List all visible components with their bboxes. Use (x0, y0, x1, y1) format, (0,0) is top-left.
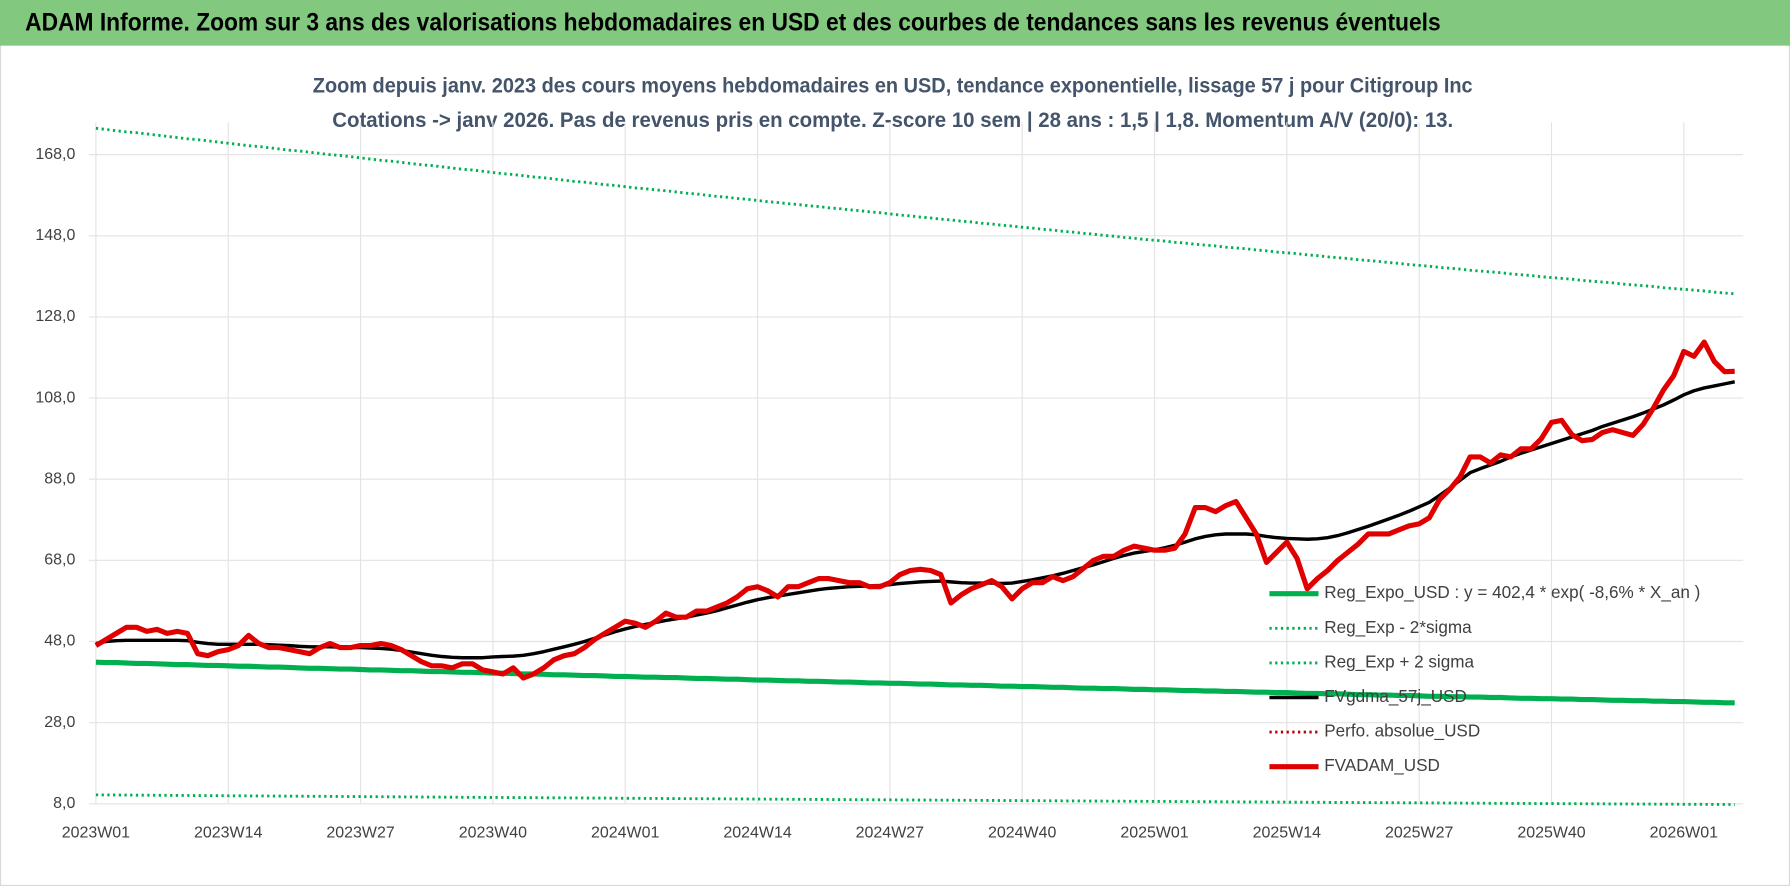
legend: Reg_Expo_USD : y = 402,4 * exp( -8,6% * … (1269, 583, 1700, 775)
y-tick-label: 68,0 (44, 552, 75, 569)
y-tick-label: 88,0 (44, 470, 75, 487)
x-tick-label: 2023W14 (194, 825, 262, 842)
x-tick-label: 2025W40 (1517, 825, 1585, 842)
chart-title: Zoom depuis janv. 2023 des cours moyens … (313, 73, 1473, 98)
legend-label: Reg_Expo_USD : y = 402,4 * exp( -8,6% * … (1324, 583, 1700, 602)
series-line (95, 126, 1735, 296)
legend-label: FVgdma_57j_USD (1324, 687, 1467, 706)
legend-label: Reg_Exp - 2*sigma (1324, 618, 1472, 637)
x-tick-label: 2023W01 (62, 825, 130, 842)
x-tick-label: 2023W40 (459, 825, 527, 842)
series-line (94, 339, 1735, 681)
grid: 8,0 28,0 48,0 68,0 88,0 108,0 128,0 148,0 168,0 2… (35, 122, 1744, 842)
y-tick-label: 128,0 (35, 308, 75, 325)
x-tick-label: 2025W27 (1385, 825, 1453, 842)
series-line (95, 659, 1735, 706)
banner-title: ADAM Informe. Zoom sur 3 ans des valoris… (25, 9, 1441, 37)
legend-label: Reg_Exp + 2 sigma (1324, 652, 1474, 671)
x-tick-label: 2025W14 (1253, 825, 1321, 842)
y-tick-label: 48,0 (44, 633, 75, 650)
x-tick-label: 2023W27 (326, 825, 394, 842)
y-tick-label: 148,0 (35, 227, 75, 244)
series-line (95, 793, 1735, 806)
banner (0, 0, 1790, 46)
y-tick-label: 8,0 (53, 795, 75, 812)
x-tick-label: 2024W14 (723, 825, 791, 842)
y-tick-label: 28,0 (44, 714, 75, 731)
x-tick-label: 2026W01 (1650, 825, 1718, 842)
y-tick-label: 168,0 (35, 146, 75, 163)
legend-label: Perfo. absolue_USD (1324, 722, 1480, 741)
x-tick-label: 2025W01 (1120, 825, 1188, 842)
x-tick-label: 2024W27 (856, 825, 924, 842)
y-tick-label: 108,0 (35, 389, 75, 406)
legend-label: FVADAM_USD (1324, 756, 1440, 775)
chart-subtitle: Cotations -> janv 2026. Pas de revenus p… (332, 107, 1453, 132)
plot (94, 126, 1736, 806)
x-tick-label: 2024W40 (988, 825, 1056, 842)
x-tick-label: 2024W01 (591, 825, 659, 842)
